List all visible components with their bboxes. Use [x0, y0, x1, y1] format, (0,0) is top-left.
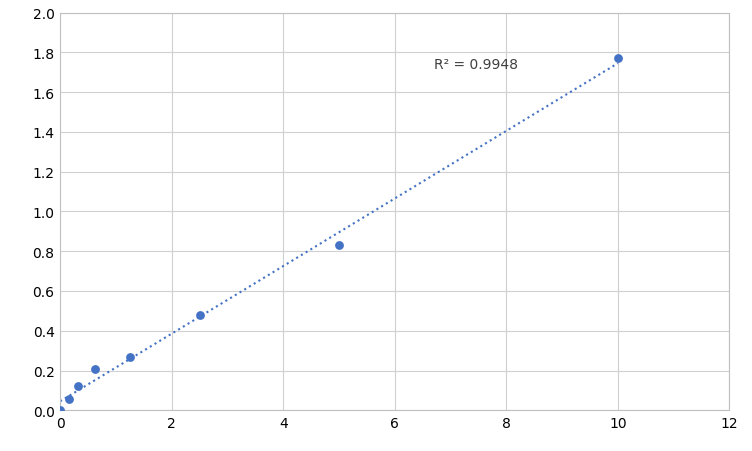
Point: [71, 383, 83, 390]
Text: R² = 0.9948: R² = 0.9948: [434, 58, 518, 72]
Point: [193, 312, 205, 319]
Point: [89, 365, 101, 373]
Point: [54, 406, 66, 414]
Point: [333, 242, 345, 249]
Point: [124, 353, 136, 360]
Point: [612, 55, 624, 63]
Point: [63, 396, 75, 403]
